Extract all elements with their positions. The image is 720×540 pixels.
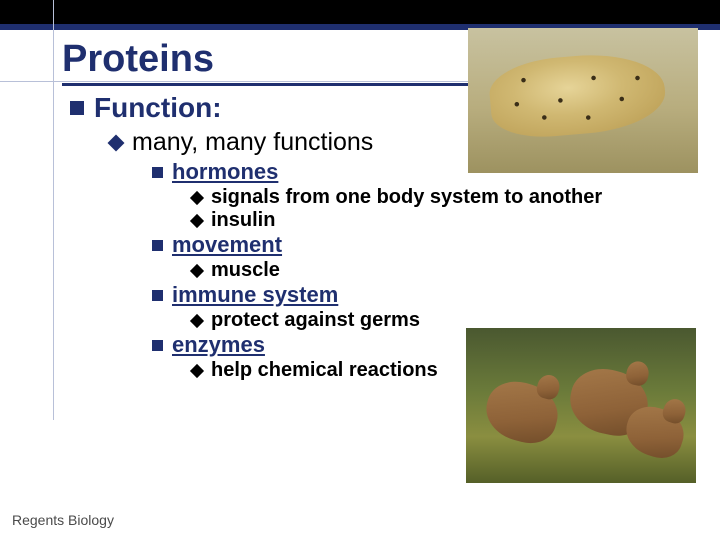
level3-text: immune system bbox=[172, 282, 338, 308]
square-bullet-icon bbox=[152, 340, 163, 351]
bullet-level3: hormones bbox=[152, 159, 690, 185]
diamond-bullet-icon bbox=[108, 134, 125, 151]
diamond-bullet-icon bbox=[190, 363, 204, 377]
bullet-level4: signals from one body system to another bbox=[192, 186, 690, 209]
bullet-level3: enzymes bbox=[152, 332, 690, 358]
title-bar bbox=[0, 0, 720, 30]
bullet-level3: immune system bbox=[152, 282, 690, 308]
level4-text: help chemical reactions bbox=[211, 359, 438, 382]
bullet-level2: many, many functions bbox=[110, 128, 690, 157]
level3-text: hormones bbox=[172, 159, 278, 185]
diamond-bullet-icon bbox=[190, 313, 204, 327]
bullet-level1: Function: bbox=[70, 92, 690, 124]
square-bullet-icon bbox=[152, 240, 163, 251]
bullet-level3: movement bbox=[152, 232, 690, 258]
level4-text: muscle bbox=[211, 259, 280, 282]
level3-text: movement bbox=[172, 232, 282, 258]
diamond-bullet-icon bbox=[190, 190, 204, 204]
square-bullet-icon bbox=[70, 101, 84, 115]
diamond-bullet-icon bbox=[190, 213, 204, 227]
level4-text: signals from one body system to another bbox=[211, 186, 602, 209]
bullet-level4: protect against germs bbox=[192, 309, 690, 332]
level1-text: Function: bbox=[94, 92, 222, 124]
kangaroo-icon bbox=[480, 375, 565, 450]
square-bullet-icon bbox=[152, 167, 163, 178]
square-bullet-icon bbox=[152, 290, 163, 301]
diamond-bullet-icon bbox=[190, 263, 204, 277]
bullet-level4: help chemical reactions bbox=[192, 359, 690, 382]
level2-text: many, many functions bbox=[132, 128, 373, 157]
bullet-level4: muscle bbox=[192, 259, 690, 282]
level4-text: protect against germs bbox=[211, 309, 420, 332]
bullet-level4: insulin bbox=[192, 209, 690, 232]
content-body: Function: many, many functions hormones … bbox=[70, 92, 690, 382]
footer-label: Regents Biology bbox=[12, 512, 114, 528]
level3-text: enzymes bbox=[172, 332, 265, 358]
level4-text: insulin bbox=[211, 209, 275, 232]
